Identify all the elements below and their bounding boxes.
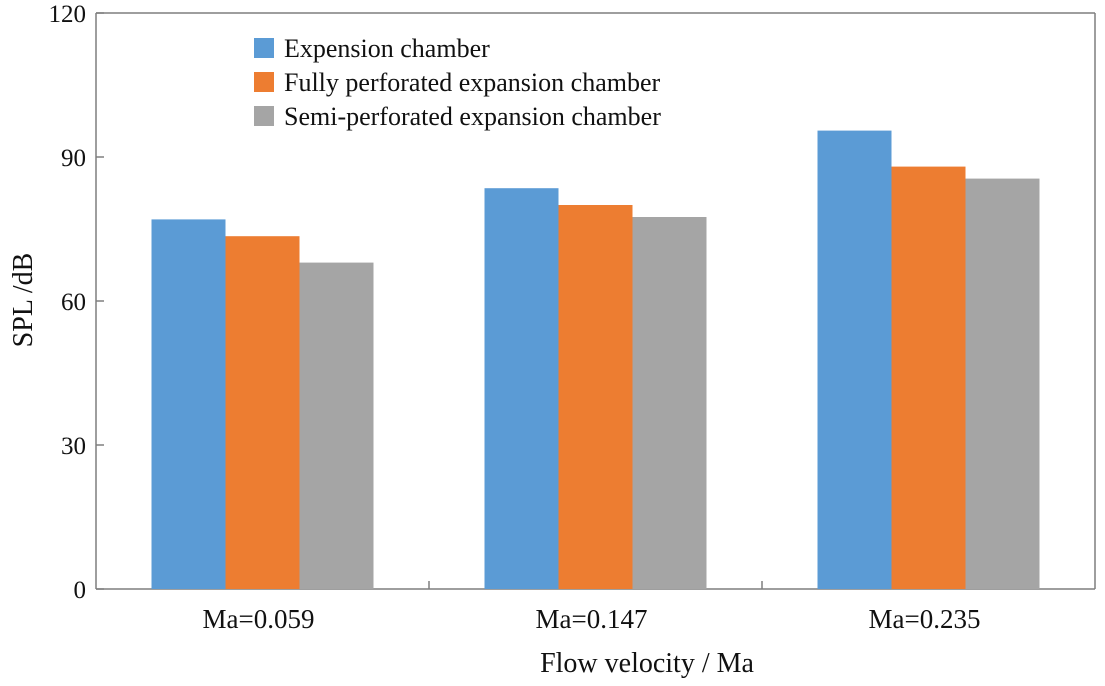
legend-swatch [254, 106, 274, 126]
bar [299, 262, 374, 589]
legend-label: Fully perforated expansion chamber [284, 68, 660, 97]
y-axis-title: SPL /dB [8, 253, 39, 348]
x-category-label: Ma=0.147 [536, 604, 648, 634]
bar [225, 236, 300, 589]
x-category-label: Ma=0.059 [203, 604, 315, 634]
x-category-label: Ma=0.235 [869, 604, 981, 634]
bar [151, 219, 226, 589]
legend: Expension chamber Fully perforated expans… [254, 34, 661, 131]
y-tick-label: 0 [74, 577, 87, 604]
y-tick-label: 120 [49, 1, 87, 28]
bar [632, 217, 707, 589]
y-ticks: 0 30 60 90 120 [49, 1, 104, 604]
bars [151, 130, 1040, 589]
bar [558, 205, 633, 589]
y-tick-label: 60 [61, 289, 86, 316]
x-categories: Ma=0.059 Ma=0.147 Ma=0.235 [203, 604, 981, 634]
y-tick-label: 90 [61, 145, 86, 172]
legend-swatch [254, 72, 274, 92]
legend-swatch [254, 38, 274, 58]
bar [817, 130, 892, 589]
legend-label: Semi-perforated expansion chamber [284, 102, 661, 131]
y-tick-label: 30 [61, 433, 86, 460]
bar [484, 188, 559, 589]
bar [891, 166, 966, 589]
bar [965, 178, 1040, 589]
x-axis-title: Flow velocity / Ma [540, 648, 754, 679]
legend-label: Expension chamber [284, 34, 490, 63]
